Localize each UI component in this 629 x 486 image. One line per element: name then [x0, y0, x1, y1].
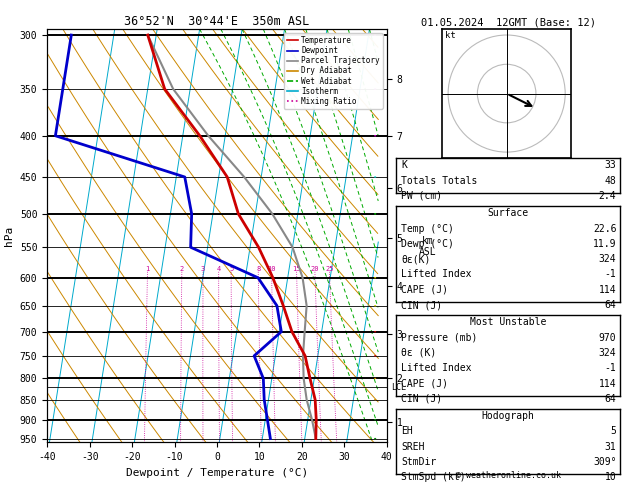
Text: 114: 114	[599, 285, 616, 295]
Text: 11.9: 11.9	[593, 239, 616, 249]
Text: K: K	[401, 160, 407, 171]
Text: θε (K): θε (K)	[401, 348, 437, 358]
Text: PW (cm): PW (cm)	[401, 191, 442, 201]
Text: Lifted Index: Lifted Index	[401, 269, 472, 279]
Text: 970: 970	[599, 332, 616, 343]
Text: StmDir: StmDir	[401, 457, 437, 467]
Text: © weatheronline.co.uk: © weatheronline.co.uk	[456, 471, 560, 480]
X-axis label: Dewpoint / Temperature (°C): Dewpoint / Temperature (°C)	[126, 468, 308, 478]
Y-axis label: hPa: hPa	[4, 226, 14, 246]
Text: 8: 8	[256, 266, 260, 272]
Text: 324: 324	[599, 348, 616, 358]
Text: 309°: 309°	[593, 457, 616, 467]
Text: StmSpd (kt): StmSpd (kt)	[401, 472, 466, 483]
Text: Temp (°C): Temp (°C)	[401, 224, 454, 234]
Text: SREH: SREH	[401, 442, 425, 452]
Text: 2.4: 2.4	[599, 191, 616, 201]
Text: 2: 2	[180, 266, 184, 272]
Text: 48: 48	[604, 175, 616, 186]
Text: 10: 10	[267, 266, 276, 272]
Y-axis label: km
ASL: km ASL	[419, 236, 437, 257]
Text: Dewp (°C): Dewp (°C)	[401, 239, 454, 249]
Text: 01.05.2024  12GMT (Base: 12): 01.05.2024 12GMT (Base: 12)	[421, 17, 596, 27]
Title: 36°52'N  30°44'E  350m ASL: 36°52'N 30°44'E 350m ASL	[125, 15, 309, 28]
Text: 4: 4	[216, 266, 221, 272]
Legend: Temperature, Dewpoint, Parcel Trajectory, Dry Adiabat, Wet Adiabat, Isotherm, Mi: Temperature, Dewpoint, Parcel Trajectory…	[284, 33, 383, 109]
Text: Totals Totals: Totals Totals	[401, 175, 477, 186]
Text: 31: 31	[604, 442, 616, 452]
Text: EH: EH	[401, 426, 413, 436]
Text: 20: 20	[311, 266, 319, 272]
Text: Lifted Index: Lifted Index	[401, 363, 472, 373]
Text: 324: 324	[599, 254, 616, 264]
Text: Hodograph: Hodograph	[481, 411, 535, 421]
Text: 64: 64	[604, 394, 616, 404]
Text: CAPE (J): CAPE (J)	[401, 285, 448, 295]
Text: kt: kt	[445, 31, 456, 40]
Text: 10: 10	[604, 472, 616, 483]
Text: 64: 64	[604, 300, 616, 310]
Text: 25: 25	[325, 266, 333, 272]
Text: CIN (J): CIN (J)	[401, 300, 442, 310]
Text: 22.6: 22.6	[593, 224, 616, 234]
Text: -1: -1	[604, 269, 616, 279]
Text: LCL: LCL	[391, 382, 406, 392]
Text: Pressure (mb): Pressure (mb)	[401, 332, 477, 343]
Text: CAPE (J): CAPE (J)	[401, 379, 448, 389]
Text: 33: 33	[604, 160, 616, 171]
Text: 15: 15	[292, 266, 301, 272]
Text: 1: 1	[145, 266, 150, 272]
Text: θε(K): θε(K)	[401, 254, 431, 264]
Text: Most Unstable: Most Unstable	[470, 317, 546, 328]
Text: 114: 114	[599, 379, 616, 389]
Text: CIN (J): CIN (J)	[401, 394, 442, 404]
Text: Surface: Surface	[487, 208, 528, 218]
Text: 5: 5	[611, 426, 616, 436]
Text: -1: -1	[604, 363, 616, 373]
Text: 5: 5	[229, 266, 233, 272]
Text: 3: 3	[201, 266, 205, 272]
